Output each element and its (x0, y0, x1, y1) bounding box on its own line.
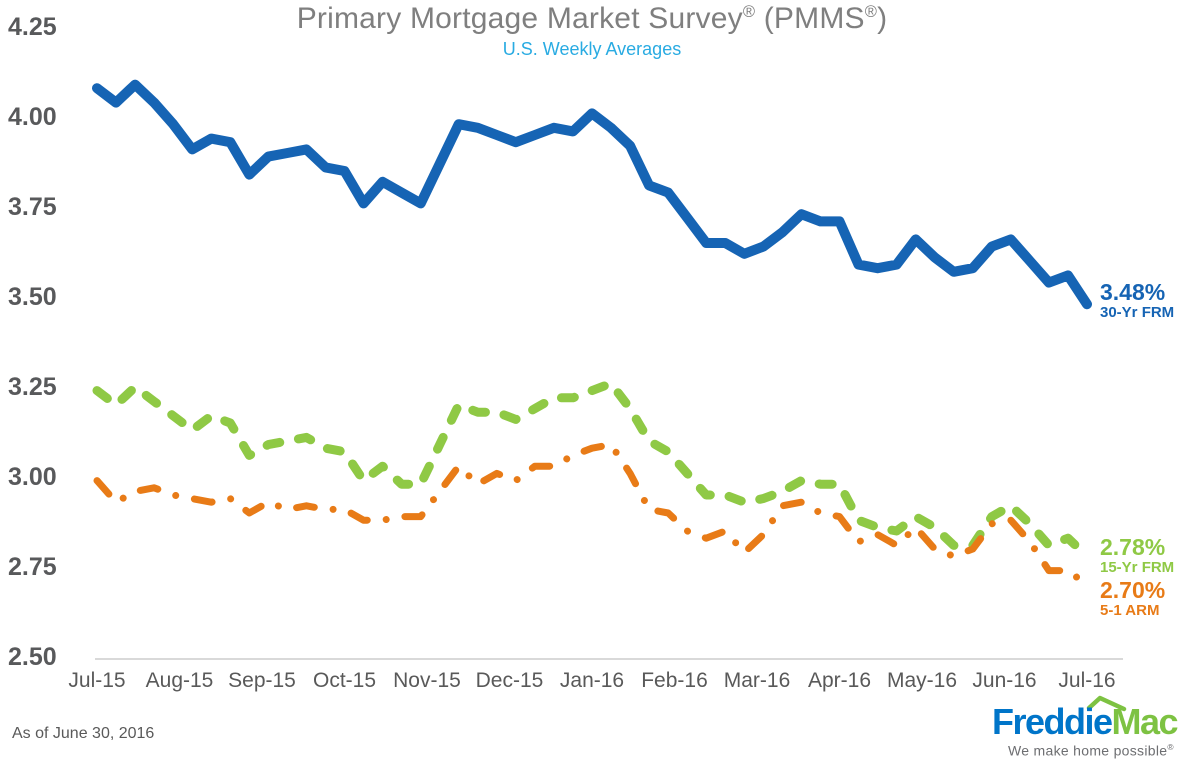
series-name-15yr: 15-Yr FRM (1100, 559, 1175, 577)
series-value-30yr: 3.48% (1100, 279, 1166, 306)
x-tick-label: Oct-15 (312, 669, 377, 692)
x-tick-label: Apr-16 (807, 669, 872, 692)
line-5-1-arm (93, 441, 1091, 589)
y-tick-label: 2.50 (8, 643, 57, 671)
x-tick-label: May-16 (886, 669, 958, 692)
logo-tagline-text: We make home possible (1008, 742, 1168, 759)
y-tick-label: 4.00 (8, 103, 57, 131)
x-tick-label: Jul-16 (1058, 669, 1116, 692)
logo-word-mac: Mac (1111, 701, 1179, 742)
y-tick-label: 3.25 (8, 373, 57, 401)
chart-title-close: ) (877, 2, 888, 35)
logo-tagline: We make home possible® (1008, 742, 1174, 759)
series-value-arm: 2.70% (1100, 577, 1166, 603)
y-tick-label: 3.50 (8, 283, 57, 311)
series-name-arm: 5-1 ARM (1100, 602, 1160, 619)
series-label-5-1-arm: 2.70% 5-1 ARM (1100, 578, 1165, 619)
series-label-30yr-frm: 3.48% 30-Yr FRM (1100, 280, 1174, 321)
x-tick-label: Aug-15 (145, 669, 214, 692)
registered-mark: ® (864, 3, 878, 21)
y-tick-label: 3.75 (8, 193, 57, 221)
freddie-mac-logo: FreddieMac We make home possible® (990, 694, 1180, 760)
chart-title-text: Primary Mortgage Market Survey (296, 2, 743, 35)
series-value-15yr: 2.78% (1100, 534, 1166, 561)
y-tick-label: 2.75 (8, 553, 57, 581)
x-tick-label: Mar-16 (723, 669, 791, 692)
chart-title-pmms: (PMMS (755, 2, 865, 35)
x-tick-label: Jan-16 (559, 669, 625, 692)
line-15yr-frm (92, 378, 1092, 561)
series-name-30yr: 30-Yr FRM (1100, 304, 1175, 322)
logo-wordmark: FreddieMac (992, 701, 1179, 742)
x-tick-label: Dec-15 (475, 669, 544, 692)
house-roof-icon (1086, 695, 1127, 712)
chart-title: Primary Mortgage Market Survey® (PMMS®) (0, 2, 1184, 36)
x-tick-label: Nov-15 (393, 669, 461, 692)
chart-subtitle: U.S. Weekly Averages (502, 39, 682, 59)
as-of-note: As of June 30, 2016 (12, 725, 155, 742)
x-tick-label: Feb-16 (641, 669, 708, 692)
registered-mark: ® (1167, 742, 1174, 752)
y-tick-label: 4.25 (8, 13, 57, 41)
registered-mark: ® (742, 3, 756, 21)
y-tick-label: 3.00 (8, 463, 57, 491)
line-30yr-frm (92, 79, 1092, 310)
x-tick-label: Sep-15 (228, 669, 296, 692)
series-label-15yr-frm: 2.78% 15-Yr FRM (1100, 535, 1174, 576)
x-tick-label: Jun-16 (972, 669, 1037, 692)
x-tick-label: Jul-15 (68, 669, 126, 692)
logo-word-freddie: Freddie (992, 701, 1113, 742)
